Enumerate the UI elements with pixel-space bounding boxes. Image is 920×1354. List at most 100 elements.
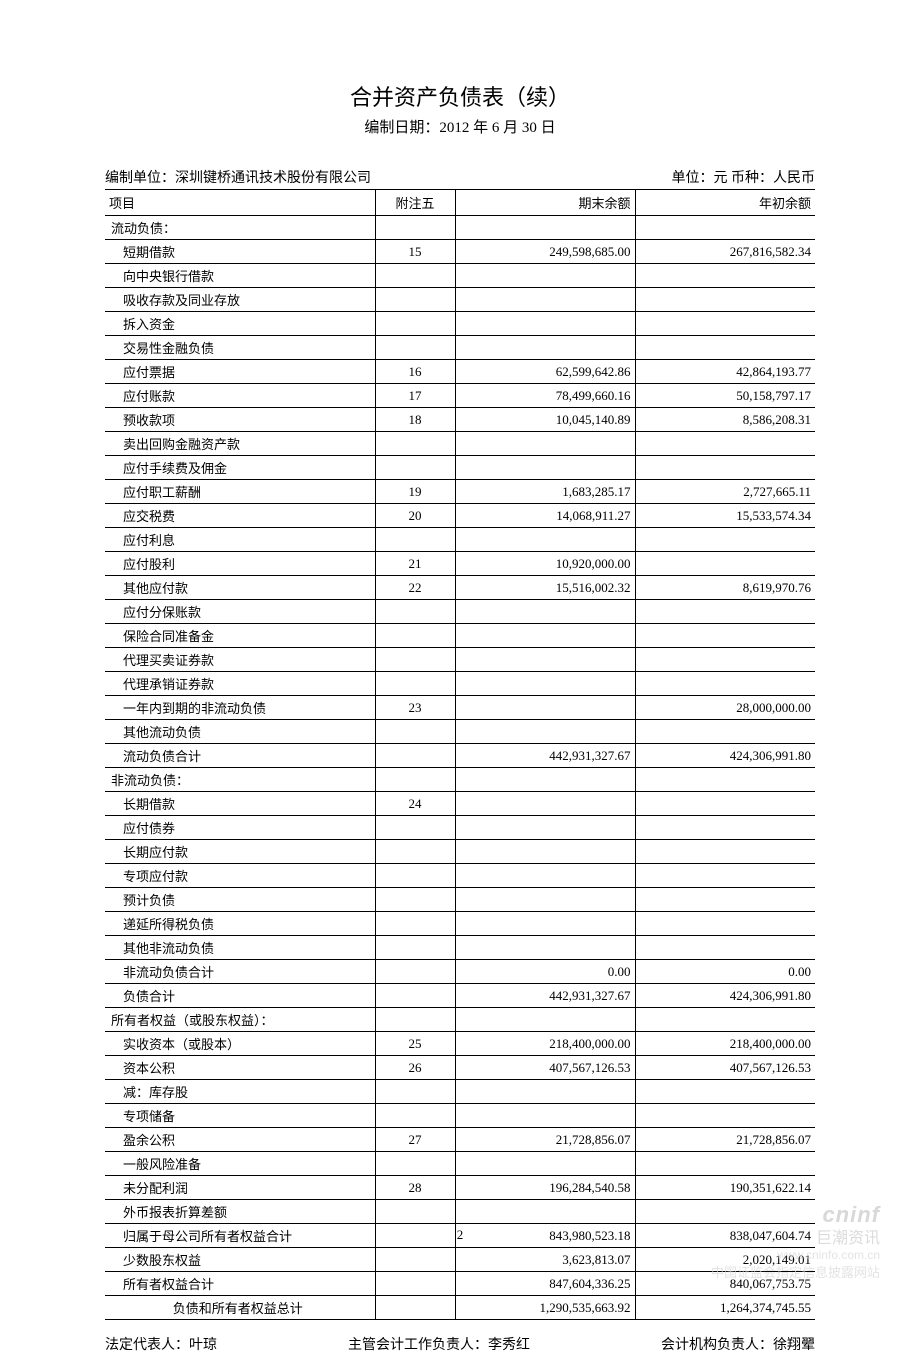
cell-note: [375, 648, 455, 672]
accounting-lead: 主管会计工作负责人：李秀红: [348, 1334, 530, 1354]
cell-end: 14,068,911.27: [455, 504, 635, 528]
cell-note: [375, 960, 455, 984]
cell-end: [455, 912, 635, 936]
table-row: 盈余公积2721,728,856.0721,728,856.07: [105, 1128, 815, 1152]
cell-end: 847,604,336.25: [455, 1272, 635, 1296]
cell-item: 资本公积: [105, 1056, 375, 1080]
cell-begin: 407,567,126.53: [635, 1056, 815, 1080]
cell-item: 其他应付款: [105, 576, 375, 600]
cell-end: 0.00: [455, 960, 635, 984]
cell-note: 27: [375, 1128, 455, 1152]
cell-end: 407,567,126.53: [455, 1056, 635, 1080]
watermark-cn: 巨潮资讯: [711, 1224, 880, 1248]
table-row: 应付债券: [105, 816, 815, 840]
cell-item: 卖出回购金融资产款: [105, 432, 375, 456]
table-row: 应付账款1778,499,660.1650,158,797.17: [105, 384, 815, 408]
table-row: 减：库存股: [105, 1080, 815, 1104]
cell-item: 长期应付款: [105, 840, 375, 864]
cell-begin: [635, 720, 815, 744]
col-item-header: 项目: [105, 190, 375, 216]
cell-begin: [635, 888, 815, 912]
cell-end: [455, 216, 635, 240]
cell-note: [375, 744, 455, 768]
cell-note: 26: [375, 1056, 455, 1080]
cell-end: [455, 1104, 635, 1128]
cell-note: [375, 768, 455, 792]
cell-begin: [635, 312, 815, 336]
cell-note: 28: [375, 1176, 455, 1200]
table-row: 代理承销证券款: [105, 672, 815, 696]
table-row: 预收款项1810,045,140.898,586,208.31: [105, 408, 815, 432]
cell-end: [455, 1008, 635, 1032]
cell-note: [375, 1296, 455, 1320]
cell-begin: 424,306,991.80: [635, 744, 815, 768]
cell-begin: 0.00: [635, 960, 815, 984]
cell-end: [455, 936, 635, 960]
table-row: 递延所得税负债: [105, 912, 815, 936]
cell-note: [375, 264, 455, 288]
cell-item: 减：库存股: [105, 1080, 375, 1104]
cell-item: 应付股利: [105, 552, 375, 576]
cell-begin: 1,264,374,745.55: [635, 1296, 815, 1320]
cell-note: 23: [375, 696, 455, 720]
cell-item: 应付分保账款: [105, 600, 375, 624]
table-row: 实收资本（或股本）25218,400,000.00218,400,000.00: [105, 1032, 815, 1056]
cell-begin: [635, 1152, 815, 1176]
cell-begin: [635, 1080, 815, 1104]
cell-end: [455, 336, 635, 360]
cell-begin: [635, 816, 815, 840]
cell-end: 10,045,140.89: [455, 408, 635, 432]
cell-item: 应付债券: [105, 816, 375, 840]
accounting-org: 会计机构负责人：徐翔翚: [661, 1334, 815, 1354]
balance-sheet-table: 项目 附注五 期末余额 年初余额 流动负债：短期借款15249,598,685.…: [105, 189, 815, 1320]
cell-item: 保险合同准备金: [105, 624, 375, 648]
cell-begin: [635, 672, 815, 696]
cell-end: [455, 816, 635, 840]
col-end-header: 期末余额: [455, 190, 635, 216]
table-row: 所有者权益合计847,604,336.25840,067,753.75: [105, 1272, 815, 1296]
cell-note: [375, 312, 455, 336]
cell-note: [375, 1080, 455, 1104]
cell-item: 交易性金融负债: [105, 336, 375, 360]
cell-item: 专项储备: [105, 1104, 375, 1128]
cell-item: 向中央银行借款: [105, 264, 375, 288]
cell-begin: [635, 264, 815, 288]
cell-begin: 424,306,991.80: [635, 984, 815, 1008]
cell-begin: 8,586,208.31: [635, 408, 815, 432]
table-row: 长期借款24: [105, 792, 815, 816]
cell-begin: 15,533,574.34: [635, 504, 815, 528]
cell-end: [455, 600, 635, 624]
cell-note: 16: [375, 360, 455, 384]
cell-begin: 267,816,582.34: [635, 240, 815, 264]
cell-item: 应付利息: [105, 528, 375, 552]
table-row: 负债和所有者权益总计1,290,535,663.921,264,374,745.…: [105, 1296, 815, 1320]
table-row: 所有者权益（或股东权益）：: [105, 1008, 815, 1032]
col-note-header: 附注五: [375, 190, 455, 216]
table-row: 应付股利2110,920,000.00: [105, 552, 815, 576]
cell-item: 预计负债: [105, 888, 375, 912]
cell-end: [455, 696, 635, 720]
cell-begin: 21,728,856.07: [635, 1128, 815, 1152]
cell-end: [455, 840, 635, 864]
cell-item: 拆入资金: [105, 312, 375, 336]
cell-item: 应付票据: [105, 360, 375, 384]
cell-note: [375, 720, 455, 744]
table-row: 外币报表折算差额: [105, 1200, 815, 1224]
cell-note: [375, 936, 455, 960]
cell-end: 218,400,000.00: [455, 1032, 635, 1056]
cell-end: [455, 792, 635, 816]
cell-note: 17: [375, 384, 455, 408]
cell-end: 1,683,285.17: [455, 480, 635, 504]
cell-item: 代理承销证券款: [105, 672, 375, 696]
cell-end: 62,599,642.86: [455, 360, 635, 384]
cell-begin: 42,864,193.77: [635, 360, 815, 384]
cell-end: 10,920,000.00: [455, 552, 635, 576]
cell-begin: [635, 840, 815, 864]
table-row: 其他应付款2215,516,002.328,619,970.76: [105, 576, 815, 600]
cell-begin: [635, 432, 815, 456]
cell-end: 249,598,685.00: [455, 240, 635, 264]
table-row: 预计负债: [105, 888, 815, 912]
doc-title: 合并资产负债表（续）: [105, 80, 815, 112]
footer-row: 法定代表人：叶琼 主管会计工作负责人：李秀红 会计机构负责人：徐翔翚: [105, 1334, 815, 1354]
cell-item: 应付手续费及佣金: [105, 456, 375, 480]
